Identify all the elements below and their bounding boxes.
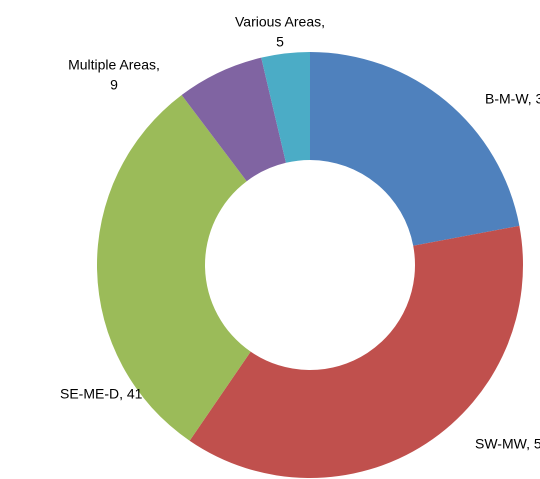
data-label: 5 [276,34,284,50]
donut-slice [189,225,524,479]
data-label: SE-ME-D, 41 [60,386,143,402]
donut-slice [181,57,286,182]
data-label: B-M-W, 30 [485,91,540,107]
data-label: 9 [110,77,118,93]
donut-slice [310,52,520,246]
donut-slice [96,95,251,441]
donut-slice [261,52,310,163]
data-label: Various Areas, [235,14,325,30]
data-label: Multiple Areas, [68,57,160,73]
data-label: SW-MW, 51 [475,436,540,452]
